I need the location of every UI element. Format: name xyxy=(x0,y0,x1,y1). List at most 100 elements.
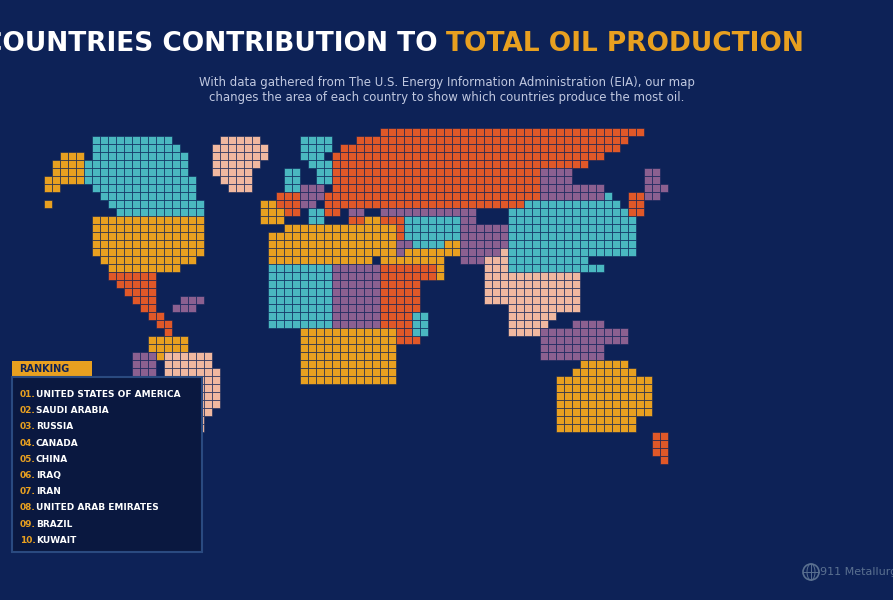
Bar xyxy=(148,256,156,264)
Bar xyxy=(364,224,372,232)
Bar xyxy=(348,304,356,312)
Bar xyxy=(156,408,164,416)
Bar xyxy=(124,160,132,168)
Bar xyxy=(188,424,196,432)
Bar xyxy=(140,296,148,304)
Bar xyxy=(372,240,380,248)
Bar xyxy=(596,400,604,408)
Bar xyxy=(412,176,420,184)
Bar xyxy=(572,144,580,152)
Bar xyxy=(548,280,556,288)
Bar xyxy=(332,312,340,320)
Bar xyxy=(524,248,532,256)
Bar xyxy=(188,384,196,392)
Bar xyxy=(292,176,300,184)
Bar xyxy=(364,224,372,232)
Bar xyxy=(140,376,148,384)
Bar xyxy=(380,328,388,336)
Bar xyxy=(396,280,404,288)
Bar xyxy=(372,200,380,208)
Bar xyxy=(604,144,612,152)
Bar xyxy=(372,344,380,352)
Bar xyxy=(460,200,468,208)
Bar xyxy=(388,224,396,232)
Bar xyxy=(356,144,364,152)
Bar xyxy=(172,368,180,376)
Bar xyxy=(124,200,132,208)
Bar xyxy=(148,168,156,176)
Bar xyxy=(428,160,436,168)
Bar xyxy=(412,232,420,240)
Bar xyxy=(396,304,404,312)
Bar xyxy=(628,424,636,432)
Bar xyxy=(612,384,620,392)
Bar xyxy=(324,312,332,320)
Bar xyxy=(292,312,300,320)
Bar xyxy=(348,208,356,216)
Bar xyxy=(492,296,500,304)
Bar xyxy=(388,176,396,184)
Bar xyxy=(148,216,156,224)
Bar xyxy=(548,272,556,280)
Bar xyxy=(92,160,100,168)
Bar xyxy=(492,248,500,256)
Bar xyxy=(308,264,316,272)
Bar xyxy=(588,416,596,424)
Bar xyxy=(324,240,332,248)
Bar xyxy=(580,376,588,384)
Bar xyxy=(148,416,156,424)
Bar xyxy=(564,256,572,264)
Bar xyxy=(564,184,572,192)
Bar xyxy=(156,424,164,432)
Bar xyxy=(412,152,420,160)
Bar xyxy=(348,376,356,384)
Bar xyxy=(148,384,156,392)
Bar xyxy=(620,384,628,392)
Bar xyxy=(108,216,116,224)
Bar xyxy=(364,328,372,336)
Bar xyxy=(524,224,532,232)
Bar xyxy=(332,192,340,200)
Bar xyxy=(484,264,492,272)
Bar xyxy=(292,288,300,296)
Bar xyxy=(492,232,500,240)
Bar xyxy=(532,168,540,176)
Bar xyxy=(572,288,580,296)
Bar xyxy=(388,272,396,280)
Bar xyxy=(284,256,292,264)
Bar xyxy=(372,280,380,288)
Bar xyxy=(516,304,524,312)
Bar xyxy=(524,176,532,184)
Bar xyxy=(372,192,380,200)
Bar xyxy=(316,328,324,336)
Bar xyxy=(604,136,612,144)
Bar xyxy=(652,184,660,192)
Bar xyxy=(276,304,284,312)
Bar xyxy=(132,352,140,360)
Bar xyxy=(180,376,188,384)
Bar xyxy=(436,232,444,240)
Bar xyxy=(452,144,460,152)
Bar xyxy=(444,200,452,208)
Bar xyxy=(444,184,452,192)
Bar xyxy=(436,272,444,280)
Bar xyxy=(124,272,132,280)
Bar xyxy=(508,152,516,160)
Bar xyxy=(156,392,164,400)
Bar xyxy=(284,208,292,216)
Bar xyxy=(44,200,52,208)
Bar xyxy=(148,192,156,200)
Bar xyxy=(388,240,396,248)
Bar xyxy=(364,184,372,192)
Bar xyxy=(196,208,204,216)
Text: UNITED STATES OF AMERICA: UNITED STATES OF AMERICA xyxy=(36,390,180,399)
Bar xyxy=(60,168,68,176)
Bar xyxy=(172,416,180,424)
Bar xyxy=(532,136,540,144)
Bar xyxy=(516,296,524,304)
Bar xyxy=(308,272,316,280)
Bar xyxy=(580,392,588,400)
Bar xyxy=(412,128,420,136)
Bar xyxy=(564,152,572,160)
Bar xyxy=(340,328,348,336)
